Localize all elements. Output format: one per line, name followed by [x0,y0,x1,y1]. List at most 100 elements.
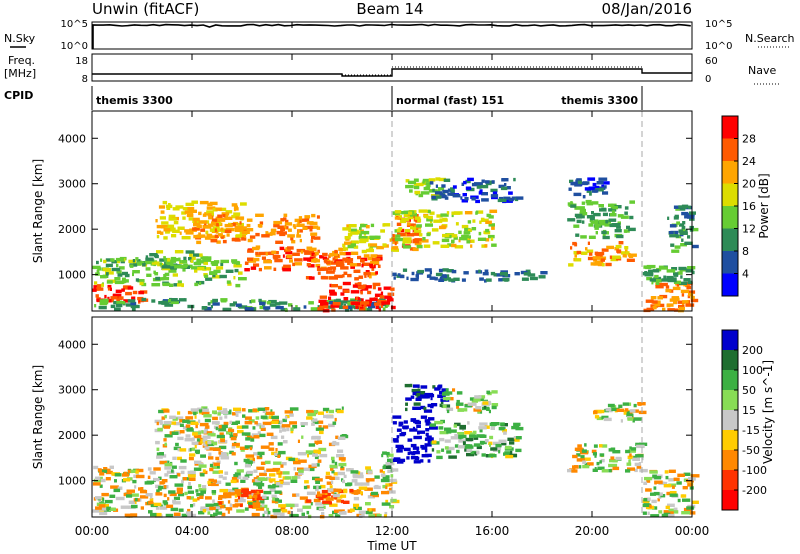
data-cell [310,239,314,243]
data-cell [602,233,606,237]
data-cell [300,250,304,254]
data-cell [105,477,111,481]
data-cell [475,210,479,214]
data-cell [255,489,264,493]
data-cell [612,466,620,471]
data-cell [181,479,184,484]
data-cell [313,410,319,414]
data-cell [362,303,372,307]
data-cell [185,424,191,428]
data-cell [271,228,277,232]
data-cell [225,482,231,486]
data-cell [397,460,404,464]
data-cell [442,217,447,222]
data-cell [163,236,168,240]
data-cell [650,296,657,300]
data-cell [380,478,390,483]
data-cell [213,462,220,466]
data-cell [145,267,151,271]
data-cell [331,442,340,446]
data-cell [298,459,307,463]
data-cell [498,278,503,282]
data-cell [576,219,582,224]
data-cell [259,301,266,306]
data-cell [450,436,460,440]
data-cell [174,483,184,487]
data-cell [307,258,312,262]
data-cell [171,465,177,469]
data-cell [336,499,342,503]
data-cell [454,444,459,448]
x-tick-label: 12:00 [375,524,410,538]
data-cell [330,304,340,308]
data-cell [225,227,235,232]
data-cell [387,292,395,296]
data-cell [493,273,497,277]
data-cell [444,427,452,431]
data-cell [247,238,253,243]
data-cell [135,257,139,261]
data-cell [450,243,457,248]
data-cell [676,283,680,287]
data-cell [638,462,642,466]
data-cell [459,236,468,241]
data-cell [465,179,471,184]
data-cell [427,209,431,214]
data-cell [668,231,674,235]
data-cell [127,299,136,303]
data-cell [424,449,428,453]
data-cell [681,225,686,230]
data-cell [687,483,692,487]
data-cell [206,442,215,447]
data-cell [237,498,246,503]
data-cell [338,285,343,290]
data-cell [188,482,191,486]
data-cell [412,226,417,231]
data-cell [446,409,450,414]
data-cell [264,266,272,270]
data-cell [601,263,605,267]
data-cell [220,438,225,443]
data-cell [325,471,330,476]
data-cell [229,450,234,455]
data-cell [198,419,201,423]
data-cell [252,408,257,412]
data-cell [261,256,266,260]
data-cell [342,479,345,484]
data-cell [269,231,276,236]
data-cell [167,299,171,303]
data-cell [193,261,201,266]
station-title: Unwin (fitACF) [92,0,199,18]
data-cell [350,265,355,269]
data-cell [160,210,165,214]
data-cell [430,396,433,401]
data-cell [106,280,113,284]
data-cell [306,485,310,489]
data-cell [475,199,480,204]
data-cell [102,497,105,501]
data-cell [470,244,473,248]
data-cell [361,249,367,254]
data-cell [239,446,249,450]
data-cell [410,226,413,230]
data-cell [370,260,379,265]
data-cell [480,441,484,445]
data-cell [101,469,108,473]
data-cell [136,259,141,263]
data-cell [329,283,332,288]
data-cell [504,183,507,187]
data-cell [322,492,329,496]
data-cell [179,430,185,434]
data-cell [594,260,601,264]
data-cell [207,202,213,207]
data-cell [215,509,219,513]
data-cell [135,497,138,502]
data-cell [283,440,288,444]
data-cell [582,460,587,464]
data-cell [595,409,605,414]
data-cell [394,216,401,220]
data-cell [681,227,686,232]
data-cell [423,409,433,413]
data-cell [338,511,347,515]
data-cell [226,233,230,237]
